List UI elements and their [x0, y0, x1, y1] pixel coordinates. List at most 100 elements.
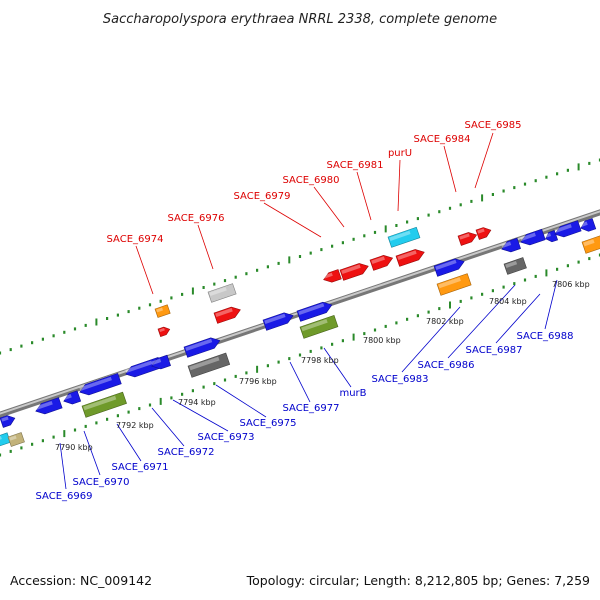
gene-labels: SACE_6974 SACE_6976 SACE_6979 SACE_6980 SACE… [36, 120, 574, 502]
gene-SACE_6983 [433, 258, 465, 277]
gene-body [296, 301, 333, 322]
gene-body [154, 304, 171, 318]
gene-SACE_6984 [457, 232, 478, 246]
gene-murB [299, 314, 339, 339]
gene-highlight [1, 416, 9, 422]
gene-SACE_6986 [436, 273, 472, 296]
gene-body [433, 258, 465, 277]
gene-highlight [580, 221, 588, 227]
gene-SACE_6981 [369, 255, 394, 271]
gene-highlight [35, 401, 53, 410]
kbp-label: 7794 kbp [178, 398, 216, 407]
kbp-label: 7790 kbp [55, 443, 93, 452]
gene-label: purU [388, 148, 412, 159]
gene-body [580, 218, 597, 232]
gene-highlight [125, 360, 153, 373]
gene-SACE_6968 [0, 415, 16, 428]
gene-body [79, 373, 122, 396]
gene-SACE_6980 [339, 263, 369, 281]
gene-SACE_6975-b [187, 352, 231, 378]
gene-body [323, 269, 342, 283]
gene-SACE_6976-b [213, 306, 241, 324]
gene-highlight [554, 224, 572, 233]
leader-line [263, 202, 322, 238]
gene-body [183, 337, 221, 358]
leader-line [323, 347, 352, 388]
leader-line [356, 171, 372, 221]
gene-highlight [79, 376, 112, 391]
gene-label: SACE_6981 [327, 160, 384, 171]
gene-SACE_6978 [296, 301, 333, 322]
gene-SACE_6991 [581, 235, 600, 254]
gene-SACE_6973-a [125, 356, 163, 378]
gene-SACE_6977 [262, 312, 294, 331]
leader-line [401, 306, 461, 373]
gene-highlight [501, 241, 512, 248]
gene-highlight [323, 272, 333, 279]
gene-body [339, 263, 369, 281]
gene-body [457, 232, 478, 246]
gene-highlight [389, 230, 411, 241]
gene-body [213, 306, 241, 324]
gene-highlight [301, 319, 328, 332]
kbp-label: 7792 kbp [116, 421, 154, 430]
gene-highlight [189, 356, 220, 371]
gene-label: SACE_6970 [73, 477, 130, 488]
gene-body [520, 228, 546, 246]
gene-body [35, 397, 63, 415]
gene-SACE_6987-c [545, 230, 559, 243]
gene-highlight [520, 232, 536, 241]
gene-body [207, 283, 237, 303]
leader-line [544, 279, 558, 330]
leader-line [397, 159, 401, 212]
gene-label: SACE_6983 [372, 374, 429, 385]
gene-body [369, 255, 394, 271]
gene-highlight [459, 233, 470, 240]
gene-SACE_6988 [503, 257, 527, 275]
gene-label: SACE_6976 [168, 213, 225, 224]
gene-body [581, 235, 600, 254]
gene-highlight [341, 264, 361, 274]
gene-label: murB [339, 388, 366, 399]
kbp-label: 7802 kbp [426, 317, 464, 326]
gene-SACE_6970 [63, 390, 82, 405]
label-leaders [59, 132, 558, 490]
gene-highlight [505, 260, 518, 268]
gene-label: SACE_6977 [283, 403, 340, 414]
gene-label: SACE_6986 [418, 360, 475, 371]
leader-line [116, 423, 142, 462]
gene-label: SACE_6975 [240, 418, 297, 429]
gene-body [395, 249, 425, 267]
gene-body [545, 230, 559, 243]
gene-body [501, 237, 521, 253]
leader-line [83, 430, 101, 476]
gene-SACE_6969 [35, 397, 63, 415]
gene-SACE_6987-b [520, 228, 546, 246]
leader-line [474, 132, 494, 189]
leader-line [289, 361, 311, 403]
gene-body [554, 220, 582, 238]
leader-line [197, 224, 214, 270]
leader-line [443, 145, 457, 193]
gene-body [299, 314, 339, 339]
gene-purU-a [387, 226, 421, 248]
gene-highlight [9, 435, 17, 441]
gene-label: SACE_6984 [414, 134, 471, 145]
gene-body [436, 273, 472, 296]
gene-highlight [583, 239, 595, 247]
gene-highlight [159, 327, 165, 333]
gene-SACE_6974-b [157, 326, 171, 337]
gene-body [475, 227, 492, 240]
genes [0, 218, 600, 448]
accession-text: Accession: NC_009142 [10, 573, 153, 588]
gene-body [151, 354, 171, 370]
kbp-label: 7806 kbp [552, 280, 590, 289]
top-tick-row [0, 158, 600, 355]
leader-line [313, 186, 345, 228]
gene-body [187, 352, 231, 378]
gene-SACE_6979 [323, 269, 342, 283]
gene-body [81, 391, 127, 418]
kbp-labels: 7790 kbp 7792 kbp 7794 kbp 7796 kbp 7798 kbp… [55, 280, 590, 452]
gene-label: SACE_6969 [36, 491, 93, 502]
gene-label: SACE_6971 [112, 462, 169, 473]
